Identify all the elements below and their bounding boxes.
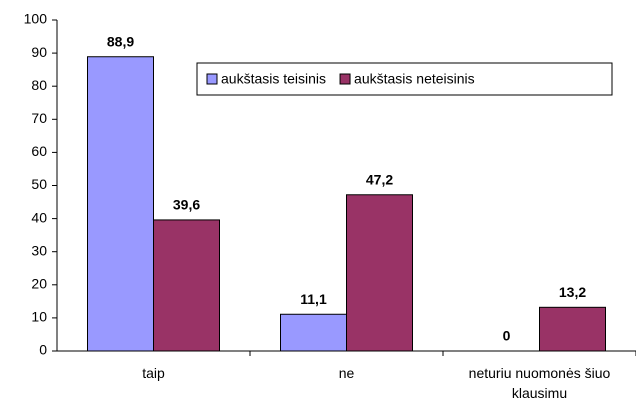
- value-label: 39,6: [173, 197, 200, 213]
- bar: [280, 313, 347, 352]
- x-tick-label: taip: [142, 365, 165, 381]
- legend-label: aukštasis teisinis: [221, 71, 326, 87]
- bar: [153, 219, 220, 352]
- legend-label: aukštasis neteisinis: [354, 71, 475, 87]
- y-tick-label: 80: [31, 77, 47, 93]
- y-tick-label: 30: [31, 242, 47, 258]
- y-tick-label: 10: [31, 309, 47, 325]
- value-label: 0: [503, 328, 511, 344]
- x-tick-label-box: ne: [338, 365, 355, 381]
- value-label: 88,9: [107, 33, 134, 49]
- x-tick-label: ne: [338, 365, 355, 381]
- y-tick-label: 20: [31, 276, 47, 292]
- y-tick-label: 50: [31, 176, 47, 192]
- bar: [539, 306, 606, 352]
- value-label: 11,1: [300, 291, 327, 307]
- x-tick-label-box: neturiu nuomonės šiuo klausimu: [468, 365, 611, 401]
- y-tick-label: 40: [31, 209, 47, 225]
- y-tick-label: 60: [31, 143, 47, 159]
- y-tick-label: 0: [39, 342, 47, 358]
- y-tick-label: 90: [31, 44, 47, 60]
- x-tick-label: neturiu nuomonės šiuo klausimu: [468, 365, 611, 401]
- y-tick-label: 70: [31, 110, 47, 126]
- legend-box: [196, 62, 613, 96]
- value-label: 47,2: [366, 171, 393, 187]
- bar: [87, 56, 154, 352]
- value-label: 13,2: [559, 284, 586, 300]
- legend-swatch: [206, 73, 218, 85]
- x-tick-label-box: taip: [142, 365, 165, 381]
- bar: [346, 194, 413, 352]
- y-tick-label: 100: [24, 11, 48, 27]
- legend-swatch: [339, 73, 351, 85]
